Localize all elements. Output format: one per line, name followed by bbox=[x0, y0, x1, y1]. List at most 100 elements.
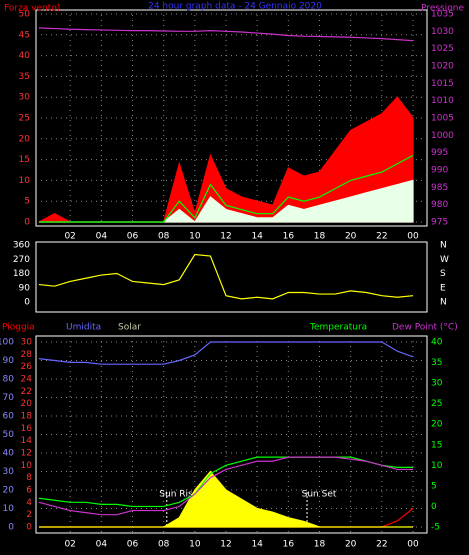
x-tick-label: 14 bbox=[251, 540, 263, 550]
legend-label: Temperatura bbox=[309, 323, 367, 333]
x-tick-label: 08 bbox=[158, 540, 170, 550]
y2-tick-label: 0 bbox=[431, 502, 437, 512]
x-tick-label: 16 bbox=[283, 232, 295, 242]
y3-tick-label: 30 bbox=[21, 338, 33, 348]
y3-tick-label: 4 bbox=[26, 498, 32, 508]
x-tick-label: 18 bbox=[314, 540, 326, 550]
y-tick-label: 10 bbox=[3, 504, 15, 514]
y2-tick-label: 5 bbox=[431, 481, 437, 491]
x-tick-label: 00 bbox=[407, 232, 419, 242]
x-tick-label: 06 bbox=[127, 540, 139, 550]
y3-tick-label: 20 bbox=[21, 399, 33, 409]
y2-tick-label: 1025 bbox=[431, 44, 454, 54]
x-tick-label: 08 bbox=[158, 232, 170, 242]
y2-tick-label: 1000 bbox=[431, 131, 454, 141]
y2-tick-label: -5 bbox=[431, 523, 440, 533]
y3-tick-label: 22 bbox=[21, 387, 32, 397]
plot-frame bbox=[35, 241, 428, 313]
y-tick-label: 100 bbox=[0, 338, 14, 348]
y-tick-label: 35 bbox=[19, 72, 30, 82]
y-tick-label: 30 bbox=[19, 93, 31, 103]
area bbox=[39, 470, 413, 528]
y3-tick-label: 26 bbox=[21, 362, 33, 372]
y-tick-label: 40 bbox=[3, 449, 15, 459]
x-tick-label: 20 bbox=[345, 232, 357, 242]
y2-tick-label: 1010 bbox=[431, 96, 454, 106]
y-tick-label: 15 bbox=[19, 155, 30, 165]
legend-label: Umidita bbox=[66, 323, 101, 333]
y-tick-label: 90 bbox=[19, 283, 31, 293]
x-tick-label: 02 bbox=[64, 232, 75, 242]
y2-tick-label: 1035 bbox=[431, 10, 454, 20]
legend-label: Solar bbox=[118, 323, 141, 333]
y2-tick-label: 1020 bbox=[431, 62, 454, 72]
line bbox=[38, 341, 414, 365]
x-tick-label: 18 bbox=[314, 232, 326, 242]
y-tick-label: 45 bbox=[19, 30, 30, 40]
y2-tick-label: 995 bbox=[431, 148, 448, 158]
y2-tick-label: 985 bbox=[431, 183, 448, 193]
y3-tick-label: 14 bbox=[21, 436, 33, 446]
x-tick-label: 00 bbox=[407, 540, 419, 550]
annotation: Sun Set bbox=[302, 490, 337, 500]
y-tick-label: 180 bbox=[13, 269, 30, 279]
y-tick-label: 80 bbox=[3, 375, 15, 385]
x-tick-label: 02 bbox=[64, 540, 75, 550]
y2-tick-label: 20 bbox=[431, 420, 443, 430]
y3-tick-label: 24 bbox=[21, 375, 33, 385]
y-tick-label: 360 bbox=[13, 241, 30, 251]
x-tick-label: 04 bbox=[96, 540, 108, 550]
y2-tick-label: W bbox=[440, 255, 449, 265]
y-tick-label: 20 bbox=[19, 134, 31, 144]
x-tick-label: 22 bbox=[376, 232, 387, 242]
y2-tick-label: N bbox=[440, 241, 447, 251]
y3-tick-label: 10 bbox=[21, 461, 33, 471]
y-tick-label: 0 bbox=[24, 218, 30, 228]
y3-tick-label: 8 bbox=[26, 473, 32, 483]
y2-tick-label: 10 bbox=[431, 461, 443, 471]
x-tick-label: 14 bbox=[251, 232, 263, 242]
y2-tick-label: 1030 bbox=[431, 27, 454, 37]
line bbox=[38, 456, 413, 508]
y3-tick-label: 16 bbox=[21, 424, 33, 434]
y-tick-label: 60 bbox=[3, 412, 15, 422]
annotation: Sun Rise bbox=[159, 490, 198, 500]
legend-label: Dew Point (°C) bbox=[392, 323, 458, 333]
legend-label: Pressione bbox=[421, 4, 464, 14]
y2-tick-label: N bbox=[440, 298, 447, 308]
y-tick-label: 25 bbox=[19, 114, 30, 124]
y2-tick-label: 15 bbox=[431, 440, 442, 450]
y3-tick-label: 28 bbox=[21, 350, 33, 360]
y-tick-label: 0 bbox=[8, 523, 14, 533]
y3-tick-label: 0 bbox=[26, 523, 32, 533]
y-tick-label: 50 bbox=[3, 430, 15, 440]
y2-tick-label: 40 bbox=[431, 338, 443, 348]
y2-tick-label: 1005 bbox=[431, 114, 454, 124]
y2-tick-label: S bbox=[440, 269, 446, 279]
y-tick-label: 50 bbox=[19, 10, 31, 20]
y3-tick-label: 12 bbox=[21, 449, 32, 459]
legend-label: Forza vento) bbox=[4, 4, 60, 14]
y2-tick-label: 1015 bbox=[431, 79, 454, 89]
x-tick-label: 20 bbox=[345, 540, 357, 550]
y3-tick-label: 6 bbox=[26, 486, 32, 496]
y2-tick-label: 35 bbox=[431, 358, 442, 368]
y-tick-label: 270 bbox=[13, 255, 30, 265]
x-tick-label: 10 bbox=[189, 232, 201, 242]
y-tick-label: 30 bbox=[3, 467, 15, 477]
x-tick-label: 06 bbox=[127, 232, 139, 242]
x-tick-label: 12 bbox=[220, 232, 231, 242]
y2-tick-label: 30 bbox=[431, 379, 443, 389]
y-tick-label: 90 bbox=[3, 356, 15, 366]
line bbox=[38, 27, 414, 42]
y3-tick-label: 18 bbox=[21, 412, 33, 422]
x-tick-label: 12 bbox=[220, 540, 231, 550]
y-tick-label: 20 bbox=[3, 486, 15, 496]
y-tick-label: 0 bbox=[24, 298, 30, 308]
x-tick-label: 10 bbox=[189, 540, 201, 550]
y2-tick-label: 25 bbox=[431, 399, 442, 409]
y-tick-label: 40 bbox=[19, 51, 31, 61]
line bbox=[38, 456, 413, 516]
